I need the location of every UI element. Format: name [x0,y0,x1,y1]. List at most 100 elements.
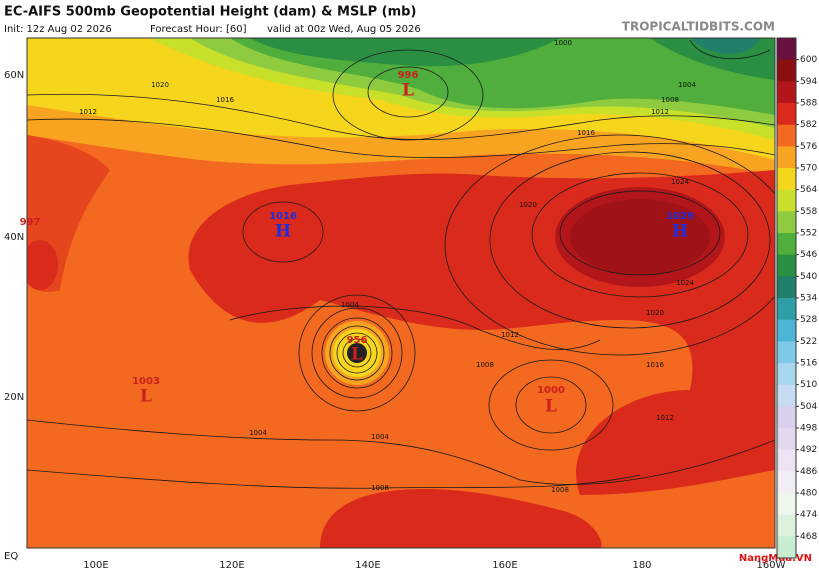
isobar-label: 1008 [371,484,389,492]
center-symbol: L [545,397,557,417]
colorbar-segment [777,233,796,256]
isobars [27,39,775,489]
colorbar-label: 600 [800,55,817,65]
colorbar-segment [777,514,796,537]
lon-label: 180 [632,560,651,571]
colorbar-segment [777,146,796,169]
center-symbol: L [402,81,414,101]
lon-label: 100E [83,560,108,571]
colorbar-segment [777,319,796,342]
colorbar-label: 492 [800,445,817,455]
colorbar-label: 480 [800,489,817,499]
colorbar-segment [777,59,796,82]
lon-label: 120E [219,560,244,571]
isobar-label: 1012 [651,108,669,116]
colorbar-label: 594 [800,77,817,87]
valid-time: valid at 00z Wed, Aug 05 2026 [267,24,421,35]
lat-label: 20N [4,392,24,403]
center-value: 1003 [132,376,160,387]
colorbar-segment [777,493,796,516]
lon-label: 140E [355,560,380,571]
center-value: 997 [20,217,41,228]
colorbar-label: 570 [800,164,817,174]
colorbar-label: 528 [800,315,817,325]
map-frame [26,37,776,549]
colorbar-label: 582 [800,120,817,130]
colorbar-label: 504 [800,402,817,412]
colorbar-segment [777,81,796,104]
colorbar-segment [777,276,796,299]
isobar-label: 1020 [646,309,664,317]
colorbar-segment [777,211,796,234]
colorbar-segment [777,341,796,364]
center-symbol: L [140,387,152,407]
title: EC-AIFS 500mb Geopotential Height (dam) … [4,5,416,20]
isobar-label: 1016 [216,96,234,104]
colorbar-label: 516 [800,359,817,369]
isobar-label: 1004 [371,433,389,441]
colorbar-label: 576 [800,142,817,152]
colorbar-segment [777,103,796,126]
colorbar-segment [777,406,796,429]
isobar-label: 1020 [151,81,169,89]
colorbar-label: 486 [800,467,817,477]
forecast-hour: Forecast Hour: [60] [150,24,247,35]
center-value: 1029 [666,211,694,222]
isobar-label: 1024 [671,178,689,186]
isobar-label: 1024 [676,279,694,287]
isobar-label: 1008 [661,96,679,104]
colorbar-label: 474 [800,510,817,520]
colorbar-label: 558 [800,207,817,217]
colorbar-label: 564 [800,185,817,195]
isobar-label: 1008 [551,486,569,494]
pressure-centers: 1016 H 1029 H 996 L 956 L 1000 L 1003 L … [20,70,694,417]
colorbar-segment [777,449,796,472]
isobar-label: 1008 [476,361,494,369]
colorbar-label: 510 [800,380,817,390]
colorbar-segment [777,298,796,321]
colorbar-frame [776,37,797,559]
colorbar-label: 540 [800,272,817,282]
colorbar-segment [777,384,796,407]
colorbar-segment [777,189,796,212]
map-area [27,38,775,548]
colorbar-label: 552 [800,229,817,239]
center-symbol: L [351,345,363,365]
center-value: 1000 [537,385,565,396]
isobar-label: 1012 [501,331,519,339]
site: TROPICALTIDBITS.COM [622,20,775,34]
isobar-label: 1004 [249,429,267,437]
colorbar-segment [777,471,796,494]
isobar-label: 1016 [646,361,664,369]
typhoon-core [325,321,389,385]
lon-label: 160E [492,560,517,571]
isobar-label: 1012 [656,414,674,422]
isobar-label: 1000 [554,39,572,47]
center-value: 1016 [269,211,297,222]
center-value: 996 [398,70,419,81]
center-symbol: H [275,222,291,242]
colorbar-segment [777,168,796,191]
colorbar-segment [777,536,796,559]
colorbar-segment [777,254,796,277]
colorbar-label: 588 [800,99,817,109]
colorbar-segment [777,428,796,451]
isobar-label: 1020 [519,201,537,209]
isobar-label: 1016 [577,129,595,137]
colorbar-label: 546 [800,250,817,260]
center-symbol: H [672,222,688,242]
watermark: NangMua.VN [739,553,812,564]
lat-label: EQ [4,551,18,562]
lat-label: 60N [4,70,24,81]
lat-label: 40N [4,232,24,243]
init: Init: 12z Aug 02 2026 [4,24,112,35]
colorbar-segment [777,124,796,147]
colorbar-label: 468 [800,532,817,542]
isobar-label: 1004 [678,81,696,89]
isobar-label: 1012 [79,108,97,116]
colorbar-segment [777,38,796,61]
colorbar-segment [777,363,796,386]
colorbar-label: 534 [800,294,817,304]
